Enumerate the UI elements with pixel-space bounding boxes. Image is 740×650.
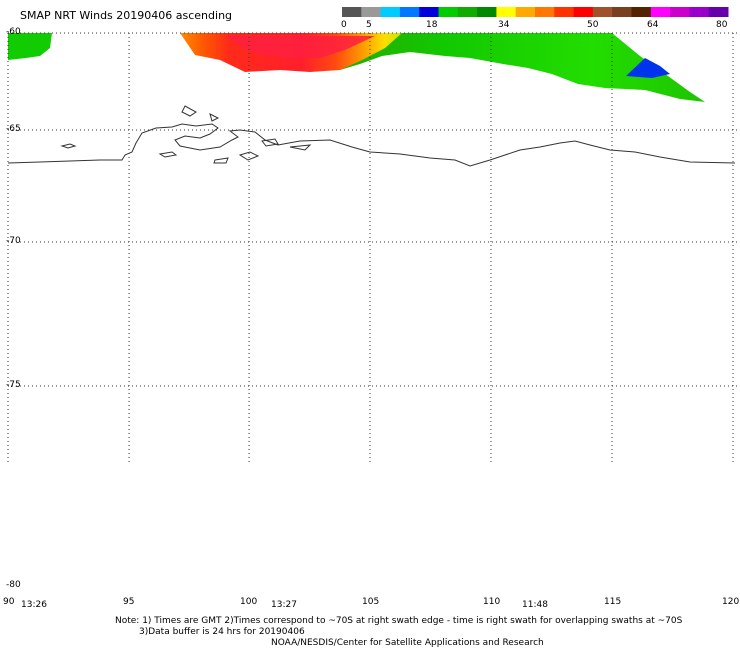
antarctic-coastline [7, 105, 736, 167]
colorbar-segment [419, 7, 439, 17]
graticule [7, 32, 740, 464]
footnote: Note: 1) Times are GMT 2)Times correspon… [115, 616, 682, 638]
credit-line: NOAA/NESDIS/Center for Satellite Applica… [271, 638, 544, 648]
swath-main-green [330, 33, 705, 102]
colorbar-label-80: 80 [716, 20, 728, 30]
colorbar-segment [515, 7, 536, 17]
lat-label-65: -65 [6, 124, 21, 134]
lat-label-80: -80 [6, 580, 21, 590]
lon-label-95: 95 [123, 597, 135, 607]
footnote-line-1: Note: 1) Times are GMT 2)Times correspon… [115, 616, 683, 626]
swath-time-2: 13:27 [271, 600, 297, 610]
lon-label-100: 100 [240, 597, 258, 607]
colorbar-segment [535, 7, 555, 17]
swath-time-1: 13:26 [21, 600, 47, 610]
colorbar-segment [380, 7, 401, 17]
colorbar-segment [612, 7, 632, 17]
colorbar-segment [438, 7, 459, 17]
lon-label-115: 115 [604, 597, 622, 607]
colorbar-segment [592, 7, 613, 17]
colorbar-segment [342, 7, 362, 17]
colorbar-segment [573, 7, 594, 17]
colorbar-segment [457, 7, 478, 17]
colorbar-label-5: 5 [366, 20, 372, 30]
colorbar-label-18: 18 [426, 20, 438, 30]
colorbar-segment [650, 7, 671, 17]
swath-time-3: 11:48 [522, 600, 548, 610]
colorbar-segment [477, 7, 497, 17]
colorbar-segment [361, 7, 382, 17]
colorbar-segment [631, 7, 652, 17]
lat-label-75: -75 [6, 380, 21, 390]
lon-label-90: 90 [3, 597, 15, 607]
colorbar-label-50: 50 [587, 20, 599, 30]
colorbar-segment [496, 7, 517, 17]
lon-label-105: 105 [362, 597, 380, 607]
wind-swaths [8, 33, 705, 102]
lon-label-120: 120 [722, 597, 740, 607]
colorbar-segment [708, 7, 729, 17]
lat-label-70: -70 [6, 236, 21, 246]
lat-label-60: -60 [6, 27, 21, 37]
colorbar-label-0: 0 [341, 20, 347, 30]
colorbar-segment [399, 7, 420, 17]
swath-blue-patch [626, 58, 670, 78]
swath-left-edge [8, 33, 52, 60]
colorbar-label-64: 64 [647, 20, 659, 30]
colorbar-segment [689, 7, 710, 17]
footnote-line-2: 3)Data buffer is 24 hrs for 20190406 [139, 627, 305, 637]
swath-red-core [225, 36, 375, 58]
map-title: SMAP NRT Winds 20190406 ascending [20, 9, 233, 22]
lon-label-110: 110 [483, 597, 501, 607]
colorbar-segment [554, 7, 575, 17]
colorbar-segment [670, 7, 690, 17]
colorbar-label-34: 34 [498, 20, 510, 30]
colorbar [342, 7, 729, 17]
